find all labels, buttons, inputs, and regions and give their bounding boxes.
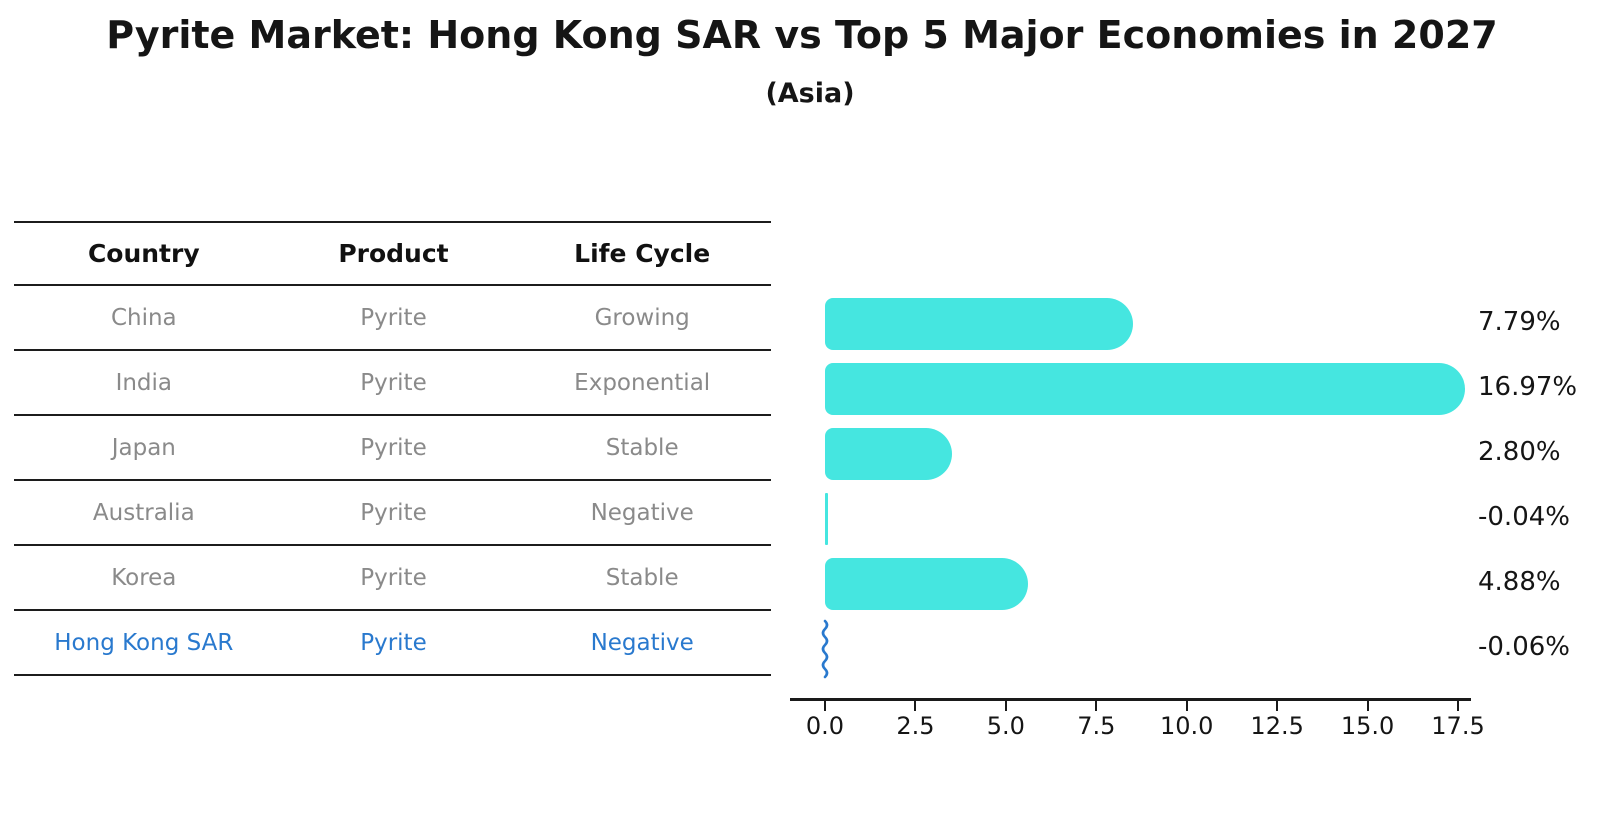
- table-row: China Pyrite Growing: [14, 286, 771, 351]
- x-tick-mark: [1004, 701, 1007, 711]
- column-header-country: Country: [87, 239, 200, 268]
- country-cell: India: [115, 369, 173, 396]
- table-row: India Pyrite Exponential: [14, 351, 771, 416]
- chart-subtitle: (Asia): [765, 78, 855, 109]
- life-cycle-cell: Exponential: [574, 369, 711, 396]
- bar: [825, 363, 1465, 415]
- product-cell: Pyrite: [360, 629, 427, 656]
- country-cell: China: [110, 304, 177, 331]
- bar: [825, 298, 1133, 350]
- table-header-row: Country Product Life Cycle: [14, 221, 771, 286]
- x-tick-label: 15.0: [1340, 712, 1395, 740]
- bar-value-label: 2.80%: [1478, 437, 1561, 467]
- x-tick-label: 5.0: [986, 712, 1025, 740]
- life-cycle-cell: Negative: [590, 629, 694, 656]
- table-row: Japan Pyrite Stable: [14, 416, 771, 481]
- bar-value-label: 4.88%: [1478, 567, 1561, 597]
- life-cycle-cell: Growing: [594, 304, 690, 331]
- column-header-product: Product: [338, 239, 449, 268]
- x-tick-label: 7.5: [1077, 712, 1116, 740]
- country-cell: Hong Kong SAR: [54, 629, 234, 656]
- bar: [825, 493, 828, 545]
- product-cell: Pyrite: [360, 434, 427, 461]
- bar-value-label: -0.04%: [1478, 502, 1570, 532]
- bar-value-label: -0.06%: [1478, 632, 1570, 662]
- x-tick-mark: [1457, 701, 1459, 711]
- x-tick-mark: [1185, 701, 1188, 711]
- life-cycle-cell: Stable: [605, 564, 679, 591]
- x-tick-mark: [824, 701, 826, 711]
- table-body: China Pyrite Growing India Pyrite Exponential…: [14, 286, 771, 676]
- country-cell: Japan: [111, 434, 176, 461]
- wavy-negative-bar: [821, 619, 829, 679]
- comparison-table: Country Product Life Cycle China Pyrite Gr…: [14, 221, 771, 676]
- country-cell: Korea: [111, 564, 177, 591]
- x-tick-mark: [914, 701, 917, 711]
- product-cell: Pyrite: [360, 499, 427, 526]
- x-tick-label: 0.0: [805, 712, 845, 740]
- chart-title: Pyrite Market: Hong Kong SAR vs Top 5 Ma…: [106, 13, 1498, 57]
- product-cell: Pyrite: [360, 304, 427, 331]
- column-header-life-cycle: Life Cycle: [574, 239, 711, 268]
- bar: [825, 428, 953, 480]
- x-tick-mark: [1366, 701, 1369, 711]
- x-tick-mark: [1095, 701, 1098, 711]
- x-axis-line: [790, 698, 1471, 701]
- product-cell: Pyrite: [360, 369, 427, 396]
- bar: [825, 558, 1028, 610]
- product-cell: Pyrite: [360, 564, 427, 591]
- x-tick-label: 12.5: [1250, 712, 1304, 740]
- table-row: Hong Kong SAR Pyrite Negative: [14, 611, 771, 676]
- bar-value-label: 7.79%: [1478, 307, 1561, 337]
- x-tick-label: 10.0: [1160, 712, 1214, 740]
- x-tick-label: 2.5: [896, 712, 935, 740]
- table-row: Korea Pyrite Stable: [14, 546, 771, 611]
- country-cell: Australia: [92, 499, 195, 526]
- bar-value-label: 16.97%: [1478, 372, 1578, 402]
- life-cycle-cell: Negative: [590, 499, 694, 526]
- x-tick-mark: [1276, 701, 1279, 711]
- table-row: Australia Pyrite Negative: [14, 481, 771, 546]
- x-tick-label: 17.5: [1431, 712, 1485, 740]
- life-cycle-cell: Stable: [605, 434, 679, 461]
